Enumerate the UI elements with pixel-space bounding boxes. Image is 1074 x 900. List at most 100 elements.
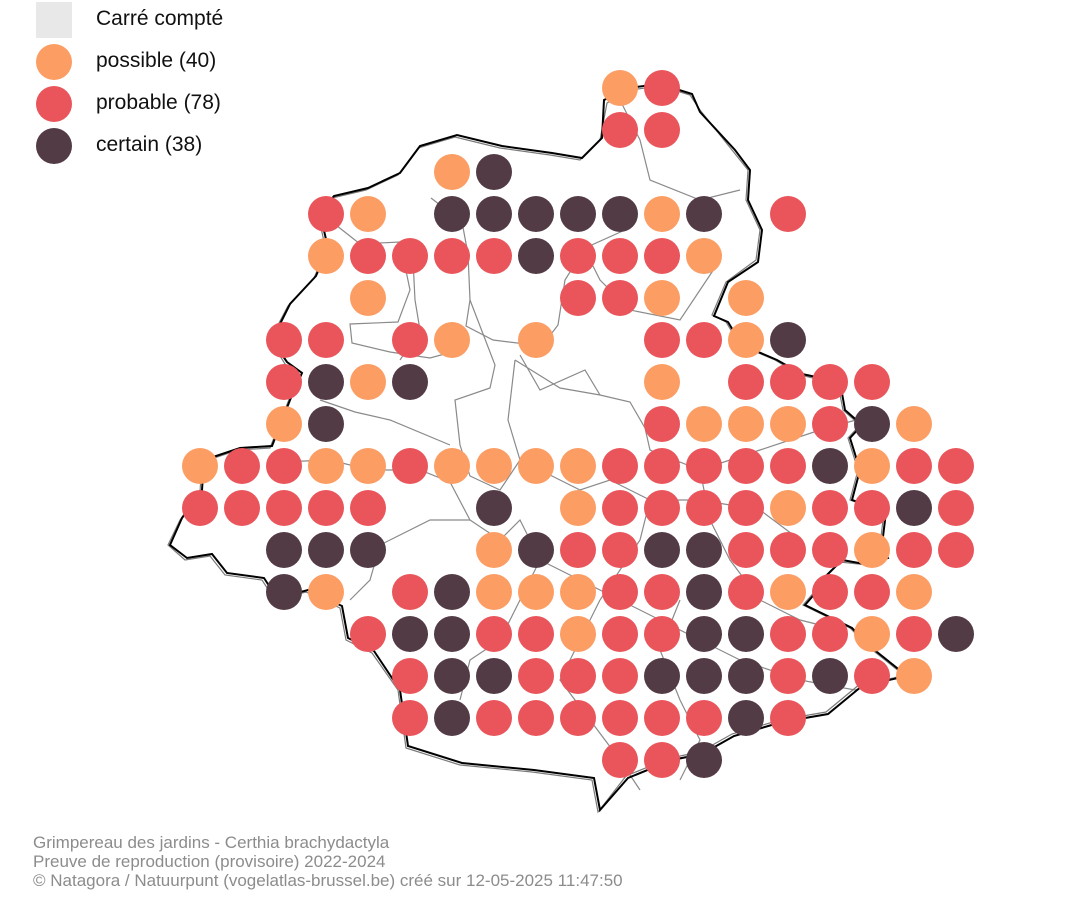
dot-probable — [392, 238, 428, 274]
dot-probable — [266, 322, 302, 358]
dot-possible — [350, 196, 386, 232]
dot-probable — [812, 490, 848, 526]
dot-probable — [602, 280, 638, 316]
dot-probable — [182, 490, 218, 526]
dot-probable — [644, 238, 680, 274]
dot-probable — [938, 448, 974, 484]
dot-probable — [560, 280, 596, 316]
legend-label-certain: certain (38) — [96, 133, 203, 156]
dot-probable — [854, 574, 890, 610]
dot-probable — [812, 406, 848, 442]
dot-probable — [644, 616, 680, 652]
dot-possible — [434, 448, 470, 484]
dot-probable — [770, 658, 806, 694]
dot-probable — [812, 616, 848, 652]
dot-probable — [854, 658, 890, 694]
dot-probable — [602, 742, 638, 778]
dot-probable — [392, 658, 428, 694]
map-subtitle: Preuve de reproduction (provisoire) 2022… — [33, 852, 386, 871]
dot-probable — [476, 700, 512, 736]
dot-certain — [308, 532, 344, 568]
dot-possible — [602, 70, 638, 106]
dot-certain — [266, 574, 302, 610]
dot-probable — [770, 616, 806, 652]
dot-probable — [266, 364, 302, 400]
possible-dot-icon — [36, 44, 72, 80]
dot-possible — [476, 448, 512, 484]
dot-possible — [644, 196, 680, 232]
dot-probable — [728, 490, 764, 526]
dot-possible — [728, 406, 764, 442]
dot-certain — [266, 532, 302, 568]
dot-probable — [644, 742, 680, 778]
dot-certain — [812, 448, 848, 484]
dot-possible — [854, 616, 890, 652]
grid-dots — [182, 70, 974, 778]
legend-label-counted: Carré compté — [96, 7, 224, 30]
dot-probable — [392, 700, 428, 736]
dot-probable — [770, 532, 806, 568]
dot-certain — [770, 322, 806, 358]
dot-certain — [644, 658, 680, 694]
dot-probable — [434, 238, 470, 274]
dot-probable — [686, 700, 722, 736]
dot-probable — [602, 448, 638, 484]
dot-possible — [854, 448, 890, 484]
dot-certain — [938, 616, 974, 652]
dot-probable — [812, 364, 848, 400]
dot-probable — [728, 532, 764, 568]
dot-possible — [182, 448, 218, 484]
dot-probable — [560, 238, 596, 274]
dot-probable — [896, 448, 932, 484]
copyright-line: © Natagora / Natuurpunt (vogelatlas-brus… — [33, 871, 623, 890]
dot-probable — [518, 616, 554, 652]
dot-certain — [854, 406, 890, 442]
dot-probable — [560, 700, 596, 736]
dot-probable — [476, 616, 512, 652]
dot-possible — [476, 532, 512, 568]
dot-possible — [434, 154, 470, 190]
legend-label-probable: probable (78) — [96, 91, 221, 114]
dot-probable — [644, 70, 680, 106]
dot-probable — [770, 700, 806, 736]
dot-probable — [812, 532, 848, 568]
dot-possible — [350, 364, 386, 400]
dot-certain — [686, 196, 722, 232]
dot-probable — [518, 700, 554, 736]
dot-certain — [476, 196, 512, 232]
dot-certain — [434, 616, 470, 652]
dot-probable — [938, 532, 974, 568]
dot-probable — [602, 700, 638, 736]
dot-probable — [308, 490, 344, 526]
dot-probable — [392, 448, 428, 484]
probable-dot-icon — [36, 86, 72, 122]
certain-dot-icon — [36, 128, 72, 164]
dot-possible — [770, 406, 806, 442]
dot-certain — [434, 658, 470, 694]
dot-probable — [308, 196, 344, 232]
dot-certain — [518, 532, 554, 568]
dot-certain — [560, 196, 596, 232]
dot-possible — [350, 280, 386, 316]
dot-certain — [686, 616, 722, 652]
dot-probable — [602, 112, 638, 148]
dot-possible — [686, 406, 722, 442]
dot-certain — [686, 742, 722, 778]
dot-possible — [896, 658, 932, 694]
dot-probable — [602, 616, 638, 652]
counted-square-icon — [36, 2, 72, 38]
dot-certain — [686, 574, 722, 610]
dot-certain — [308, 364, 344, 400]
legend-label-possible: possible (40) — [96, 49, 217, 72]
dot-probable — [770, 448, 806, 484]
dot-probable — [644, 448, 680, 484]
dot-probable — [392, 322, 428, 358]
dot-certain — [434, 574, 470, 610]
dot-possible — [434, 322, 470, 358]
dot-probable — [224, 448, 260, 484]
dot-probable — [560, 532, 596, 568]
dot-certain — [434, 700, 470, 736]
dot-probable — [812, 574, 848, 610]
dot-certain — [476, 490, 512, 526]
